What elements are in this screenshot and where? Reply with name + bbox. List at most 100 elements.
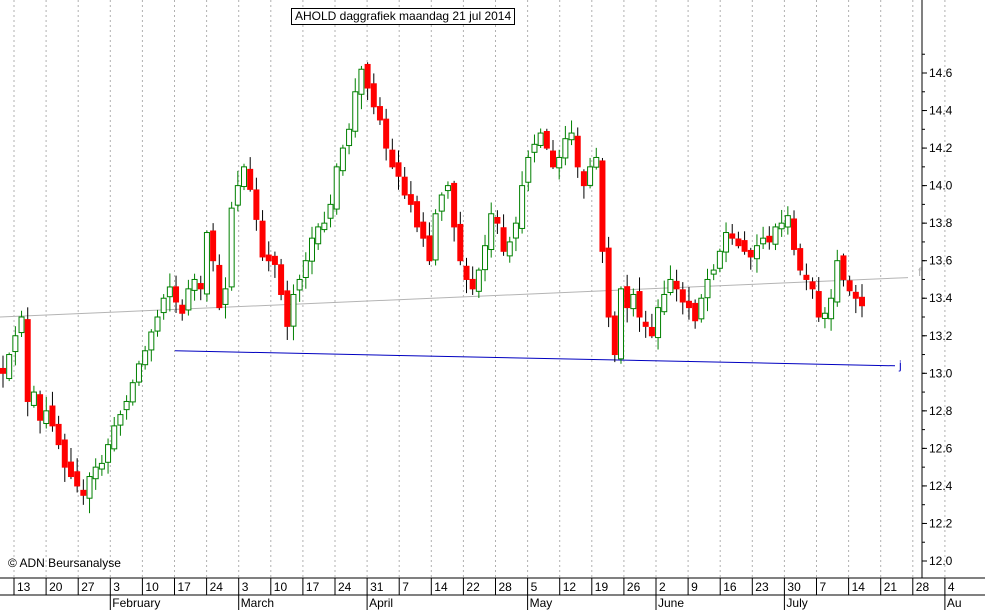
candle-body: [611, 315, 618, 356]
candle: [135, 360, 142, 386]
candle-body: [426, 235, 433, 262]
candle: [531, 134, 538, 163]
x-month-label: Au: [947, 596, 962, 610]
x-tick-label: 4: [948, 580, 955, 594]
candle-body: [630, 293, 637, 310]
candle: [599, 157, 606, 263]
candle: [191, 273, 198, 301]
candle: [339, 144, 346, 176]
candle-body: [568, 132, 575, 141]
candle: [364, 62, 371, 100]
candle-body: [395, 162, 402, 177]
candle-body: [803, 274, 810, 280]
x-tick-label: 26: [627, 580, 641, 594]
candle: [574, 127, 581, 178]
candle: [797, 243, 804, 276]
candle: [655, 299, 662, 350]
candle-body: [339, 147, 346, 172]
x-month-label: February: [112, 596, 160, 610]
candle-body: [43, 410, 50, 425]
candle-body: [587, 166, 594, 186]
candle: [179, 299, 186, 321]
candle: [420, 212, 427, 247]
candle: [723, 222, 730, 263]
candle: [661, 280, 668, 316]
candle-body: [525, 156, 532, 183]
candle: [778, 209, 785, 237]
trendline-j: [174, 350, 896, 367]
candle: [49, 391, 56, 432]
candle-body: [247, 168, 254, 190]
candle: [67, 447, 74, 480]
candle: [24, 307, 31, 417]
candle-body: [123, 400, 130, 411]
candle: [494, 210, 501, 234]
candle-body: [154, 316, 161, 332]
candle: [710, 264, 717, 281]
copyright-label: © ADN Beursanalyse: [8, 556, 121, 570]
candle-body: [401, 176, 408, 196]
y-tick-label: 13.6: [929, 254, 953, 268]
candle: [426, 222, 433, 265]
candle-body: [593, 156, 600, 168]
grid-lines: [13, 0, 946, 578]
candle-body: [692, 302, 699, 322]
candle-body: [469, 278, 476, 290]
candle: [253, 177, 260, 231]
candle: [482, 234, 489, 282]
candle: [6, 352, 13, 382]
candle-body: [37, 394, 44, 421]
candle: [414, 195, 421, 233]
candle-body: [166, 286, 173, 298]
candle-body: [241, 166, 248, 188]
candle: [803, 263, 810, 291]
candle: [821, 307, 828, 329]
candle-body: [500, 227, 507, 252]
candle-body: [259, 220, 266, 258]
candle-body: [327, 203, 334, 219]
candle-body: [846, 280, 853, 292]
candle-body: [420, 221, 427, 239]
candle-body: [791, 218, 798, 250]
candle-body: [148, 331, 155, 351]
x-tick-label: 31: [370, 580, 384, 594]
candles: [0, 62, 865, 514]
candle: [123, 395, 130, 420]
candle-body: [852, 291, 859, 299]
candle-body: [105, 444, 112, 463]
candle-body: [457, 223, 464, 262]
candle-body: [333, 166, 340, 210]
candle: [111, 417, 118, 452]
y-tick-label: 12.2: [929, 516, 953, 530]
candle: [74, 458, 81, 493]
candle-body: [741, 240, 748, 252]
candle-body: [444, 185, 451, 192]
candle-body: [234, 185, 241, 206]
candle-body: [222, 288, 229, 305]
candle: [37, 390, 44, 434]
candle: [265, 241, 272, 272]
x-tick-label: 14: [434, 580, 448, 594]
candle: [525, 150, 532, 192]
candle: [475, 267, 482, 298]
candle: [234, 170, 241, 212]
candle: [543, 128, 550, 151]
candle: [142, 345, 149, 370]
candle-body: [438, 194, 445, 212]
candle-body: [308, 237, 315, 262]
candle: [852, 284, 859, 314]
candle-body: [475, 269, 482, 292]
candle: [568, 120, 575, 146]
candle: [624, 274, 631, 323]
candle-body: [617, 288, 624, 360]
candle-body: [203, 232, 210, 295]
candle-body: [704, 278, 711, 299]
x-tick-label: 9: [691, 580, 698, 594]
candle-body: [716, 250, 723, 269]
candle: [12, 326, 19, 366]
candle-body: [735, 238, 742, 247]
candle-body: [111, 425, 118, 450]
candle-body: [61, 439, 68, 468]
candle-body: [0, 367, 6, 374]
candle: [809, 277, 816, 299]
